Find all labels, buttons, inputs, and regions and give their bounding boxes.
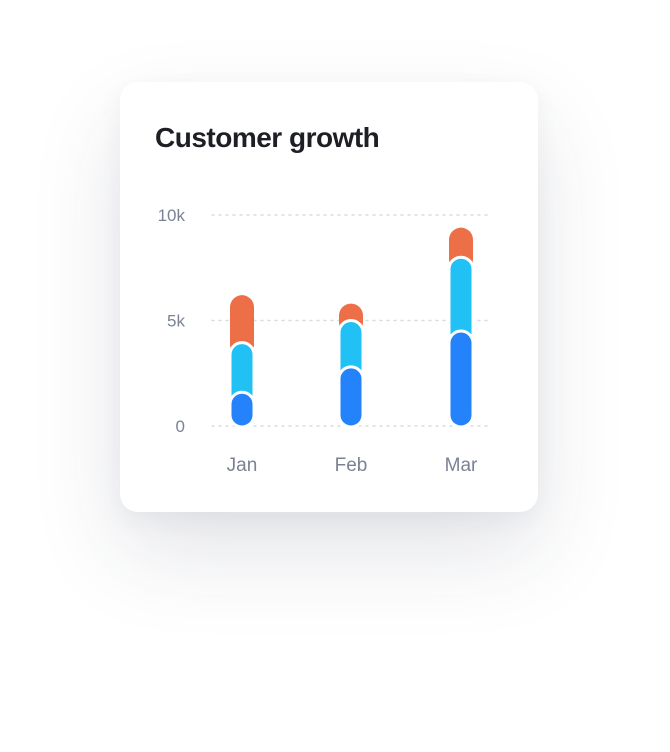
y-tick-label: 5k: [167, 312, 185, 331]
y-tick-label: 10k: [158, 206, 186, 225]
bar-segment: [337, 365, 365, 429]
x-tick-label: Jan: [227, 455, 258, 476]
chart-title: Customer growth: [155, 122, 380, 153]
bar-segment: [228, 390, 256, 429]
x-tick-label: Feb: [335, 455, 368, 476]
bar-segment: [230, 295, 254, 357]
x-tick-label: Mar: [445, 455, 478, 476]
y-tick-label: 0: [176, 417, 185, 436]
bar-segment: [447, 329, 475, 429]
